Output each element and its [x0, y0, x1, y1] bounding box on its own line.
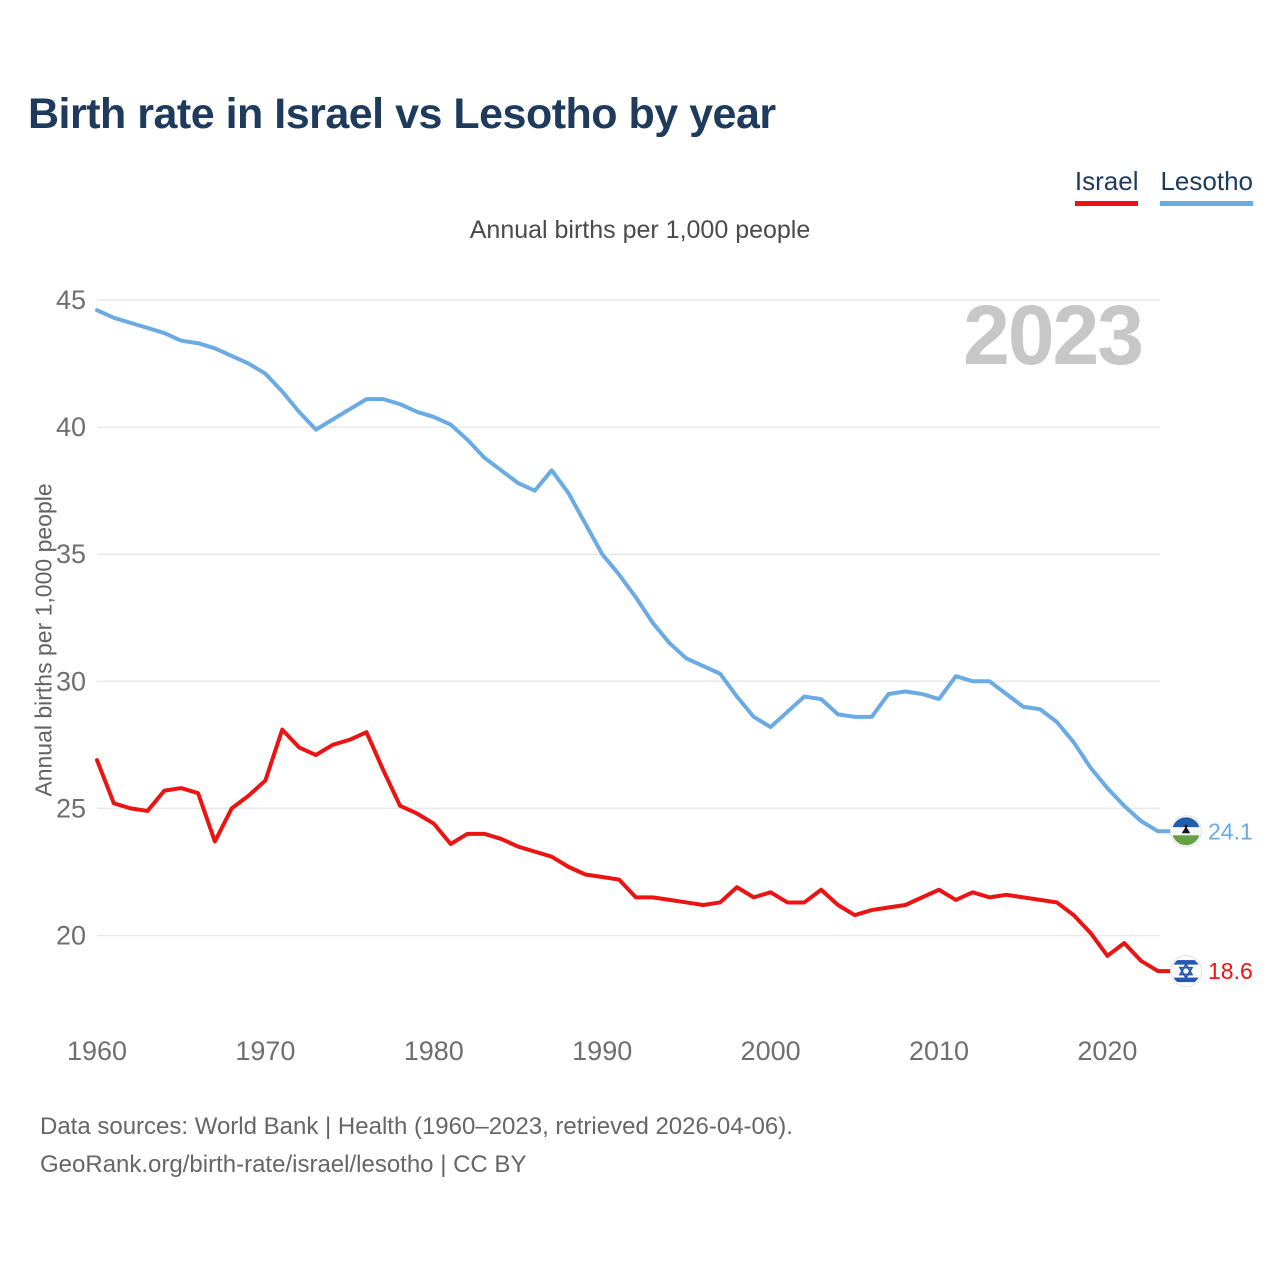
legend-item-lesotho[interactable]: Lesotho — [1160, 166, 1253, 206]
chart-subtitle: Annual births per 1,000 people — [469, 216, 811, 244]
end-label-israel: 18.6 — [1208, 958, 1253, 984]
x-tick-label: 2000 — [741, 1036, 801, 1066]
x-tick-label: 1960 — [67, 1036, 127, 1066]
x-tick-label: 1980 — [404, 1036, 464, 1066]
y-tick-label: 45 — [56, 285, 86, 315]
x-tick-label: 1990 — [572, 1036, 632, 1066]
israel-line — [95, 727, 1160, 974]
lesotho-flag-icon — [1170, 815, 1202, 848]
y-tick-label: 40 — [56, 412, 86, 442]
y-tick-label: 20 — [56, 921, 86, 951]
y-tick-label: 25 — [56, 793, 86, 823]
y-tick-label: 30 — [56, 666, 86, 696]
legend: Israel Lesotho — [1074, 166, 1253, 206]
israel-flag-icon — [1170, 955, 1202, 988]
footer-link: GeoRank.org/birth-rate/israel/lesotho | … — [40, 1151, 527, 1178]
footer: Data sources: World Bank | Health (1960–… — [40, 1108, 793, 1184]
end-label-lesotho: 24.1 — [1208, 818, 1253, 844]
chart-title: Birth rate in Israel vs Lesotho by year — [28, 90, 776, 138]
x-tick-label: 1970 — [235, 1036, 295, 1066]
watermark-year: 2023 — [963, 288, 1142, 382]
x-tick-label: 2020 — [1077, 1036, 1137, 1066]
x-tick-label: 2010 — [909, 1036, 969, 1066]
footer-sources: Data sources: World Bank | Health (1960–… — [40, 1113, 793, 1140]
legend-item-israel[interactable]: Israel — [1074, 166, 1139, 206]
lesotho-line — [95, 308, 1160, 834]
y-tick-label: 35 — [56, 539, 86, 569]
